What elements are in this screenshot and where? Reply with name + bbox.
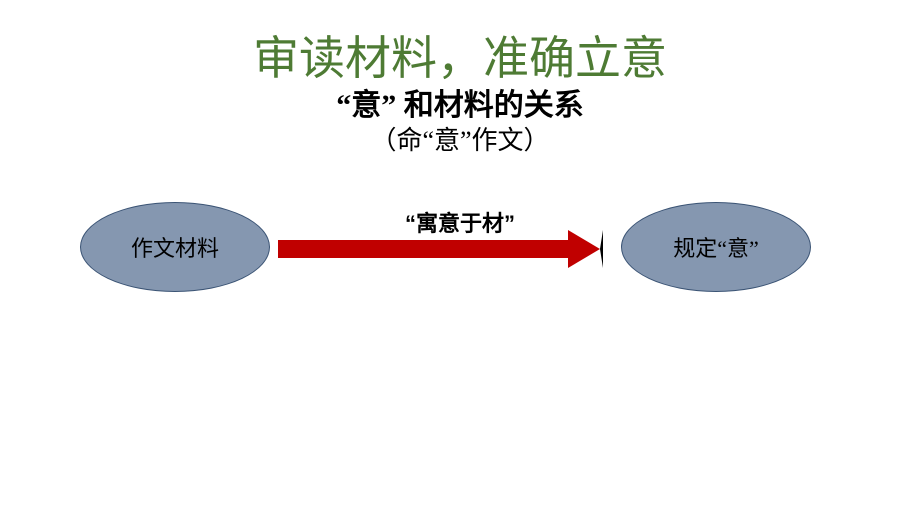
slide: 审读材料，准确立意 “意” 和材料的关系 （命“意”作文） 作文材料 “寓意于材… (0, 0, 920, 518)
main-title: 审读材料，准确立意 (0, 22, 920, 88)
subtitle-relation: “意” 和材料的关系 (0, 80, 920, 124)
ellipse-source-material: 作文材料 (80, 202, 270, 292)
arrow-shaft (278, 240, 568, 258)
ellipse-left-label: 作文材料 (131, 231, 219, 263)
arrow-label: “寓意于材” (320, 206, 600, 238)
subtitle-paren: （命“意”作文） (0, 120, 920, 157)
ellipse-right-label: 规定“意” (673, 231, 759, 263)
ellipse-defined-meaning: 规定“意” (621, 202, 811, 292)
